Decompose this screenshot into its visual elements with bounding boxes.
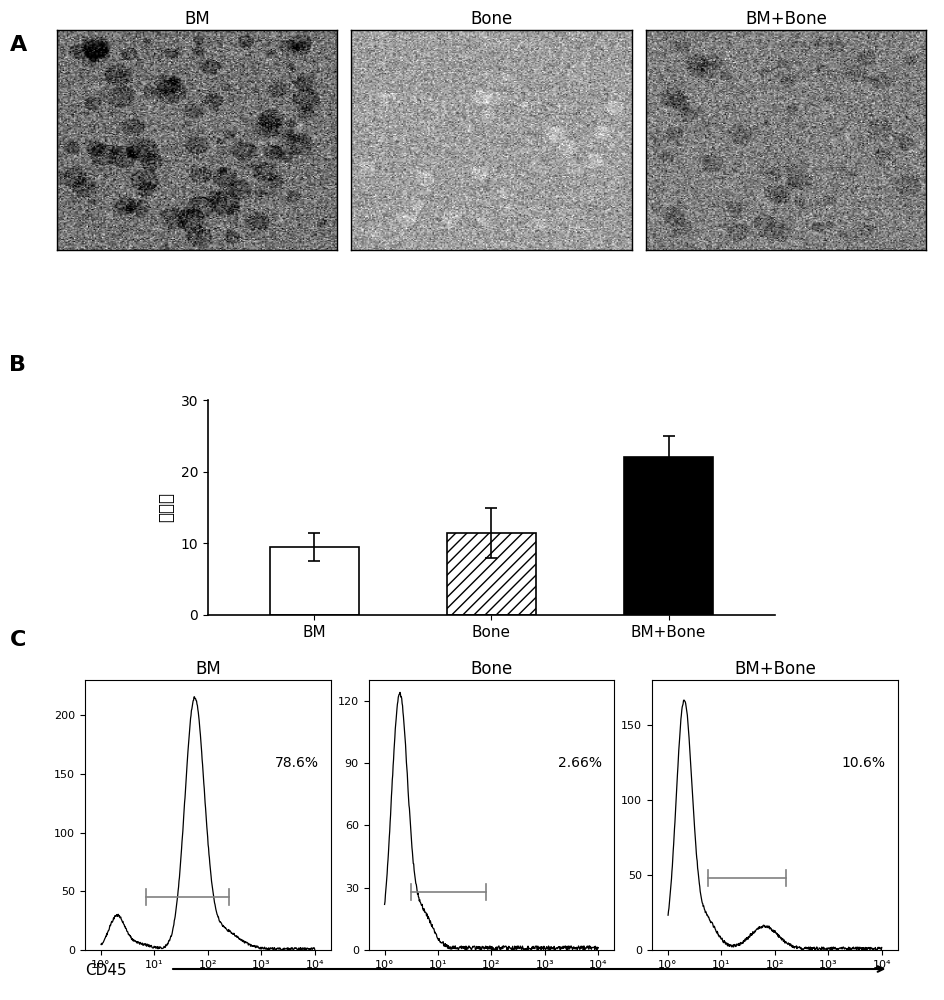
Bar [447, 533, 535, 615]
Title: BM+Bone: BM+Bone [733, 660, 815, 678]
Title: Bone: Bone [470, 10, 512, 28]
Text: 10.6%: 10.6% [840, 756, 885, 770]
Title: BM: BM [194, 660, 221, 678]
Text: A: A [9, 35, 26, 55]
Text: 78.6%: 78.6% [274, 756, 318, 770]
Bar [624, 457, 712, 615]
Bar [270, 547, 358, 615]
Text: C: C [9, 630, 25, 650]
Text: 2.66%: 2.66% [557, 756, 601, 770]
Text: B: B [9, 355, 26, 375]
Y-axis label: 克隆数: 克隆数 [157, 492, 175, 522]
Title: Bone: Bone [470, 660, 512, 678]
Text: CD45: CD45 [85, 963, 126, 978]
Title: BM: BM [184, 10, 210, 28]
Title: BM+Bone: BM+Bone [744, 10, 826, 28]
